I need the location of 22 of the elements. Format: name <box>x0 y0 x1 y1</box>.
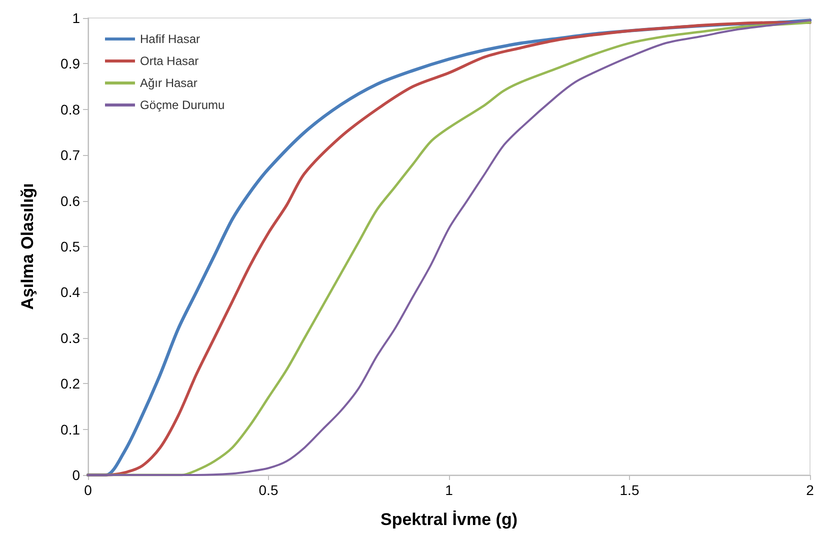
y-axis-title: Aşılma Olasılığı <box>18 183 37 310</box>
y-tick-label: 0.4 <box>60 284 80 300</box>
y-tick-label: 0.2 <box>60 376 80 392</box>
legend-label: Ağır Hasar <box>140 76 198 90</box>
y-tick-label: 0.3 <box>60 330 80 346</box>
x-tick-label: 0 <box>84 482 92 498</box>
y-tick-label: 0.8 <box>60 101 80 118</box>
y-tick-label: 0 <box>72 467 80 483</box>
x-tick-label: 1.5 <box>620 482 640 498</box>
legend-label: Orta Hasar <box>140 54 199 68</box>
x-axis-title: Spektral İvme (g) <box>380 510 518 529</box>
x-tick-label: 2 <box>806 482 814 498</box>
y-tick-label: 0.6 <box>60 192 80 209</box>
x-tick-label: 0.5 <box>258 482 278 498</box>
y-tick-label: 0.7 <box>60 147 80 164</box>
x-tick-label: 1 <box>445 482 454 498</box>
legend-label: Göçme Durumu <box>140 98 225 112</box>
y-tick-label: 0.1 <box>60 421 80 438</box>
y-tick-label: 0.5 <box>60 238 80 254</box>
legend-label: Hafif Hasar <box>140 32 200 46</box>
y-tick-label: 0.9 <box>60 56 80 72</box>
y-tick-label: 1 <box>72 10 80 26</box>
